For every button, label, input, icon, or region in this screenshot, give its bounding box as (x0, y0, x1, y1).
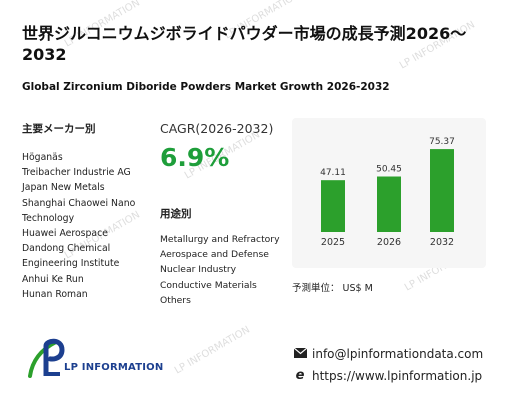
manufacturer-item: Hunan Roman (22, 288, 88, 300)
x-tick-label-2026: 2026 (377, 237, 401, 248)
x-tick-label-2032: 2032 (430, 237, 454, 248)
manufacturers-heading: 主要メーカー別 (22, 123, 96, 135)
manufacturer-item: Anhui Ke Run (22, 273, 84, 285)
bar-2032 (430, 149, 454, 232)
manufacturers-list: Höganäs Treibacher Industrie AG Japan Ne… (22, 150, 152, 302)
data-label-2025: 47.11 (320, 168, 346, 178)
bar-2025 (321, 180, 345, 232)
bar-2026 (377, 176, 401, 232)
website-link[interactable]: https://www.lpinformation.jp (312, 368, 483, 383)
logo-mark-icon (28, 338, 65, 378)
manufacturer-item: Treibacher Industrie AG (22, 167, 131, 179)
manufacturer-item: Engineering Institute (22, 258, 120, 270)
application-item: Aerospace and Defense (160, 249, 269, 261)
unit-label: 予測単位： US$ M (292, 283, 373, 294)
manufacturer-item: Technology (22, 212, 75, 224)
globe-e-icon: e (295, 368, 305, 383)
data-label-2026: 50.45 (376, 165, 402, 175)
x-tick-label-2025: 2025 (321, 237, 345, 248)
envelope-icon (292, 347, 308, 361)
cagr-label: CAGR(2026-2032) (160, 121, 274, 136)
lp-information-logo: LP INFORMATION (22, 332, 164, 382)
cagr-value: 6.9% (160, 143, 230, 172)
contact-email[interactable]: info@lpinformationdata.com (292, 347, 483, 361)
market-growth-chart: 47.11 2025 50.45 2026 75.37 2032 (292, 118, 486, 268)
bar-chart-svg: 47.11 2025 50.45 2026 75.37 2032 (320, 137, 455, 248)
application-item: Others (160, 294, 191, 306)
application-item: Metallurgy and Refractory (160, 234, 280, 245)
manufacturer-item: Höganäs (22, 152, 63, 163)
applications-heading: 用途別 (160, 208, 192, 220)
logo-text: LP INFORMATION (64, 362, 164, 373)
watermark: LP INFORMATION (172, 324, 252, 377)
page-subtitle: Global Zirconium Diboride Powders Market… (22, 81, 390, 93)
manufacturer-item: Dandong Chemical (22, 243, 111, 255)
contact-website[interactable]: e https://www.lpinformation.jp (292, 368, 483, 383)
page-title: 世界ジルコニウムジボライドパウダー市場の成長予測2026～2032 (22, 24, 467, 64)
data-label-2032: 75.37 (429, 137, 455, 147)
manufacturer-item: Shanghai Chaowei Nano (22, 197, 136, 209)
applications-list: Metallurgy and Refractory Aerospace and … (160, 232, 285, 308)
application-item: Nuclear Industry (160, 264, 237, 276)
application-item: Conductive Materials (160, 279, 257, 291)
manufacturer-item: Japan New Metals (22, 182, 105, 194)
manufacturer-item: Huawei Aerospace (22, 228, 108, 240)
email-link[interactable]: info@lpinformationdata.com (312, 347, 484, 361)
